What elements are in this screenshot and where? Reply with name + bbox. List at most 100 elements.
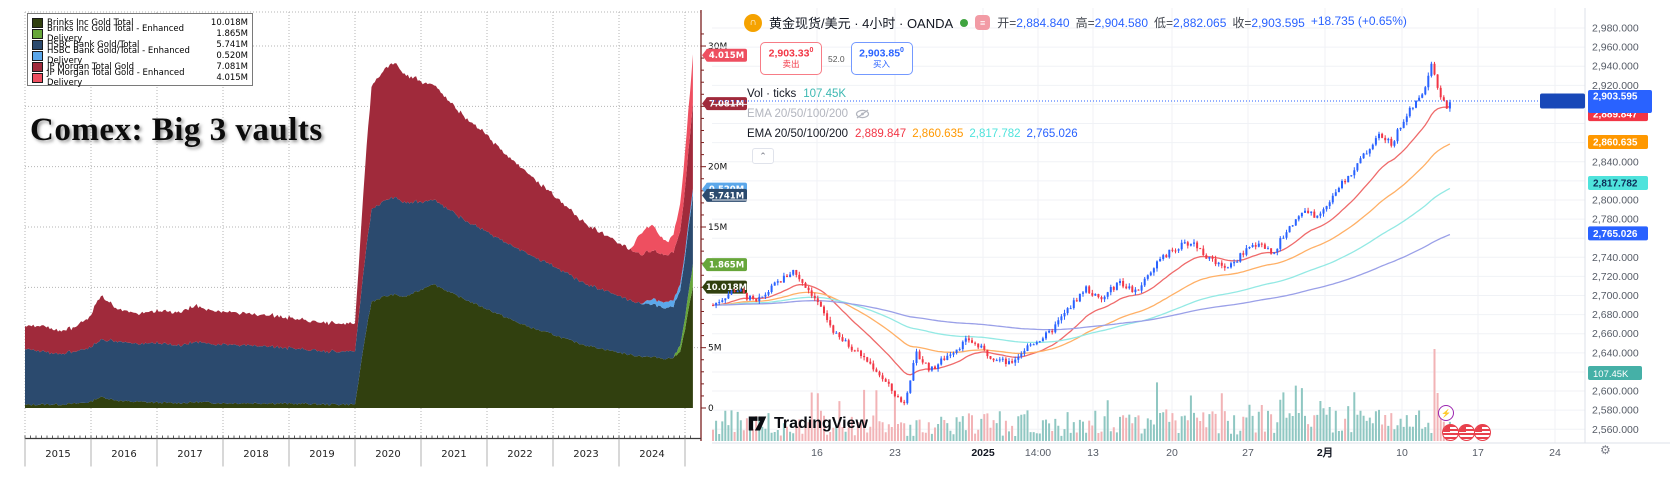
legend-label: HSBC Bank Gold/Total - Enhanced Delivery: [47, 45, 190, 66]
price-tick-label: 2,940.000: [1592, 61, 1639, 73]
collapse-legend-button[interactable]: ⌃: [752, 148, 774, 164]
price-change: +18.735 (+0.65%): [1310, 14, 1407, 28]
axis-pill-arrow: [702, 48, 707, 62]
price-tick-label: 2,960.000: [1592, 42, 1639, 54]
volume-bars-up: [715, 382, 1451, 441]
sell-button[interactable]: 2,903.330 卖出: [760, 42, 822, 75]
axis-pill-label: 1.865M: [709, 261, 744, 271]
axis-pill-label: 5.741M: [709, 191, 744, 201]
axis-pill: [706, 280, 747, 294]
time-tick-label: 10: [1396, 447, 1408, 459]
sell-price: 2,903.330: [768, 47, 814, 60]
legend-item: JP Morgan Total Gold 7.081M: [32, 61, 248, 72]
current-price-pill: [1588, 89, 1652, 113]
price-tick-label: 2,600.000: [1592, 386, 1639, 398]
legend-item: Brinks Inc Gold Total - Enhanced Deliver…: [32, 24, 248, 44]
legend-swatch: [32, 61, 43, 72]
time-tick-label: 27: [1242, 447, 1254, 459]
economic-event-flag-icon[interactable]: [1474, 424, 1491, 441]
x-tick-label: 2015: [45, 449, 70, 460]
economic-event-flag-icon[interactable]: [1442, 424, 1459, 441]
buy-sell-widget: 2,903.330 卖出 52.0 2,903.850 买入: [760, 42, 913, 75]
ema-legend-value: 2,817.782: [969, 128, 1021, 140]
time-tick-label: 20: [1166, 447, 1178, 459]
tradingview-watermark-text: TradingView: [774, 414, 868, 432]
symbol-logo-icon: ∩: [744, 13, 762, 32]
eye-hidden-icon[interactable]: [855, 109, 870, 119]
ema-axis-pill: [1588, 226, 1648, 241]
buy-button[interactable]: 2,903.850 买入: [850, 42, 913, 75]
price-tick-label: 2,720.000: [1592, 271, 1639, 283]
tradingview-watermark[interactable]: TradingView: [747, 413, 868, 434]
volume-axis-pill: [1588, 366, 1642, 380]
ohlc-values: 开=2,884.840 高=2,904.580 低=2,882.065 收=2,903…: [997, 14, 1407, 31]
ema-line-20: [712, 106, 1451, 376]
x-tick-label: 2021: [441, 449, 466, 460]
buy-price: 2,903.850: [859, 47, 904, 60]
ema-indicator-row[interactable]: EMA 20/50/100/200 2,889.847 2,860.635 2,81…: [747, 128, 1084, 140]
left-chart-title: Comex: Big 3 vaults: [30, 112, 323, 148]
axis-pill: [706, 48, 747, 62]
lightning-event-icon[interactable]: ⚡: [1438, 405, 1454, 421]
ema-axis-pill-label: 2,860.635: [1593, 138, 1638, 149]
time-tick-label: 2月: [1317, 447, 1333, 459]
legend-swatch: [32, 72, 43, 83]
ema-legend-value: 2,765.026: [1026, 128, 1078, 140]
economic-event-flag-icon[interactable]: [1458, 424, 1475, 441]
x-tick-label: 2016: [111, 449, 136, 460]
left-chart-legend: Brinks Inc Gold Total 10.018M Brinks Inc G…: [27, 13, 253, 88]
axis-pill: [706, 258, 747, 272]
gear-icon[interactable]: ⚙: [1600, 443, 1611, 457]
legend-label: HSBC Bank Gold/Total: [47, 39, 140, 50]
price-tick-label: 2,560.000: [1592, 424, 1639, 436]
symbol-header[interactable]: ∩ 黄金现货/美元 · 4小时 · OANDA ≡ 开=2,884.840 高=2…: [744, 13, 1407, 32]
legend-item: HSBC Bank Gold/Total 5.741M: [32, 39, 248, 50]
ohlc-key: 开=: [997, 16, 1017, 30]
current-price-pill-label: 2,903.595: [1593, 91, 1638, 102]
price-tick-label: 2,800.000: [1592, 194, 1639, 206]
ema-label: EMA 20/50/100/200: [747, 128, 849, 140]
axis-pill-arrow: [702, 258, 707, 272]
ema-hidden-indicator-row[interactable]: EMA 20/50/100/200: [747, 108, 870, 120]
notes-badge-icon[interactable]: ≡: [975, 15, 991, 30]
y-tick-label: 0: [708, 404, 714, 414]
price-tick-label: 2,580.000: [1592, 405, 1639, 417]
legend-item: HSBC Bank Gold/Total - Enhanced Delivery…: [32, 46, 248, 66]
ema-line-100: [713, 187, 1451, 344]
area-series: [25, 63, 693, 355]
ema-legend-value: 2,889.847: [855, 128, 907, 140]
market-status-icon: [960, 18, 969, 27]
symbol-title[interactable]: 黄金现货/美元 · 4小时 · OANDA: [769, 16, 954, 31]
legend-swatch: [32, 50, 43, 61]
ema-hidden-label: EMA 20/50/100/200: [747, 108, 849, 120]
legend-value: 7.081M: [216, 61, 248, 72]
volume-value: 107.45K: [803, 88, 847, 100]
legend-item: Brinks Inc Gold Total 10.018M: [32, 17, 248, 28]
spread-value: 52.0: [828, 53, 845, 64]
ema-values: 2,889.847 2,860.635 2,817.782 2,765.026: [855, 128, 1084, 140]
y-tick-label: 5M: [708, 344, 722, 354]
legend-item: JP Morgan Total Gold - Enhanced Delivery…: [32, 68, 248, 88]
sell-label: 卖出: [782, 59, 800, 70]
ema-axis-pill: [1588, 135, 1648, 150]
ohlc-key: 收=: [1232, 16, 1252, 30]
volume-axis-pill-label: 107.45K: [1593, 369, 1629, 380]
time-tick-label: 23: [889, 447, 901, 459]
legend-swatch: [32, 39, 43, 50]
x-tick-label: 2024: [639, 449, 664, 460]
time-tick-label: 17: [1472, 447, 1484, 459]
axis-pill-label: 4.015M: [709, 51, 744, 61]
price-tick-label: 2,740.000: [1592, 252, 1639, 264]
ema-axis-pill-label: 2,765.026: [1593, 229, 1638, 240]
x-tick-label: 2019: [309, 449, 334, 460]
axis-pill-label: 10.018M: [706, 283, 747, 293]
axis-pill-arrow: [702, 97, 707, 111]
axis-pill-arrow: [702, 280, 707, 294]
x-tick-label: 2018: [243, 449, 268, 460]
price-tick-label: 2,640.000: [1592, 347, 1639, 359]
x-tick-label: 2023: [573, 449, 598, 460]
buy-label: 买入: [873, 59, 891, 70]
x-tick-label: 2022: [507, 449, 532, 460]
volume-indicator-row[interactable]: Vol · ticks 107.45K: [747, 88, 846, 100]
